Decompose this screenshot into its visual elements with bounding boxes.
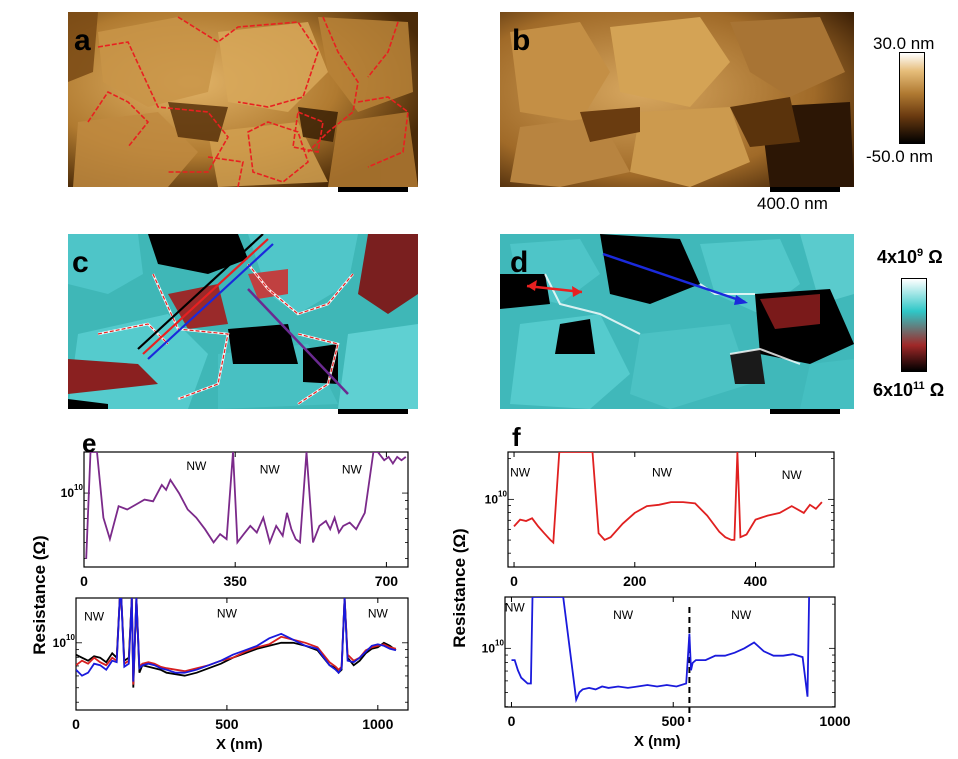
resistance-texture-c <box>68 234 418 409</box>
annotation-nw: NW <box>342 462 363 476</box>
annotation-nw: NW <box>260 462 281 476</box>
series-line-f-top-0 <box>513 452 823 545</box>
colorbar-resistance <box>901 278 927 372</box>
afm-height-image-a: a <box>68 12 418 187</box>
colorbar-height <box>899 52 925 144</box>
afm-height-texture-b <box>500 12 854 187</box>
plot-frame-f-bottom <box>504 596 836 708</box>
series-line-f-bottom-0 <box>511 597 810 704</box>
panel-label-d: d <box>510 246 529 279</box>
x-tick-label: 500 <box>215 716 239 732</box>
x-tick-label: 0 <box>80 573 88 589</box>
panel-label-e: e <box>82 428 97 458</box>
x-tick-label: 700 <box>375 573 399 589</box>
x-tick-label: 200 <box>623 573 647 589</box>
series-line-e-bottom-2 <box>76 598 397 682</box>
panel-label-b: b <box>512 24 531 57</box>
x-tick-label: 0 <box>510 573 518 589</box>
x-tick-label: 1000 <box>362 716 393 732</box>
scale-bar-b <box>770 187 840 192</box>
x-tick-label: 0 <box>508 713 516 729</box>
series-line-e-top-0 <box>85 452 407 559</box>
annotation-nw: NW <box>186 459 207 473</box>
y-axis-label-e: Resistance (Ω) <box>30 535 49 655</box>
panel-label-f: f <box>512 422 521 452</box>
x-axis-label-e: X (nm) <box>216 736 263 753</box>
y-tick-label: 10 <box>485 492 499 506</box>
scale-bar-d <box>770 409 840 414</box>
y-tick-label: 10 <box>61 486 75 500</box>
annotation-nw: NW <box>731 608 752 622</box>
scale-bar-c <box>338 409 408 414</box>
afm-height-image-b: b <box>500 12 854 187</box>
x-tick-label: 400 <box>744 573 768 589</box>
annotation-nw: NW <box>217 606 238 620</box>
x-axis-label-f: X (nm) <box>634 733 681 750</box>
annotation-nw: NW <box>368 606 389 620</box>
scale-bar-label: 400.0 nm <box>757 194 828 213</box>
annotation-nw: NW <box>505 601 526 615</box>
colorbar-resistance-top-base: 4x10 <box>877 247 918 267</box>
colorbar-resistance-top-unit: Ω <box>928 247 943 267</box>
annotation-nw: NW <box>510 465 531 479</box>
colorbar-resistance-bottom-base: 6x10 <box>873 380 914 400</box>
panel-label-c: c <box>72 246 89 279</box>
colorbar-resistance-top-exp: 9 <box>917 247 924 259</box>
annotation-nw: NW <box>613 608 634 622</box>
colorbar-height-top-label: 30.0 nm <box>873 34 935 53</box>
x-tick-label: 500 <box>662 713 686 729</box>
resistance-map-c: c <box>68 234 418 409</box>
plot-frame-e-bottom <box>75 597 409 711</box>
y-tick-label: 10 <box>482 641 496 655</box>
resistance-map-d: d <box>500 234 854 409</box>
afm-height-texture-a <box>68 12 418 187</box>
y-tick-label: 10 <box>53 636 67 650</box>
colorbar-resistance-top-label: 4x109 Ω <box>877 247 943 268</box>
x-tick-label: 0 <box>72 716 80 732</box>
x-tick-label: 350 <box>224 573 248 589</box>
panel-label-a: a <box>74 24 91 57</box>
colorbar-resistance-bottom-unit: Ω <box>929 380 945 400</box>
y-tick-label-exponent: 10 <box>498 489 507 498</box>
y-axis-label-f: Resistance (Ω) <box>450 528 469 648</box>
y-tick-label-exponent: 10 <box>495 638 504 647</box>
annotation-nw: NW <box>652 465 673 479</box>
plot-frame-f-top <box>507 451 835 568</box>
colorbar-height-bottom-label: -50.0 nm <box>866 147 934 166</box>
y-tick-label-exponent: 10 <box>66 633 75 642</box>
x-tick-label: 1000 <box>819 713 850 729</box>
annotation-nw: NW <box>84 609 105 623</box>
colorbar-resistance-bottom-exp: 11 <box>913 380 925 392</box>
resistance-texture-d <box>500 234 854 409</box>
plot-frame-e-top <box>83 451 409 568</box>
annotation-nw: NW <box>782 468 803 482</box>
y-tick-label-exponent: 10 <box>74 483 83 492</box>
scale-bar-a <box>338 187 408 192</box>
colorbar-resistance-bottom-label: 6x1011 Ω <box>873 380 944 401</box>
